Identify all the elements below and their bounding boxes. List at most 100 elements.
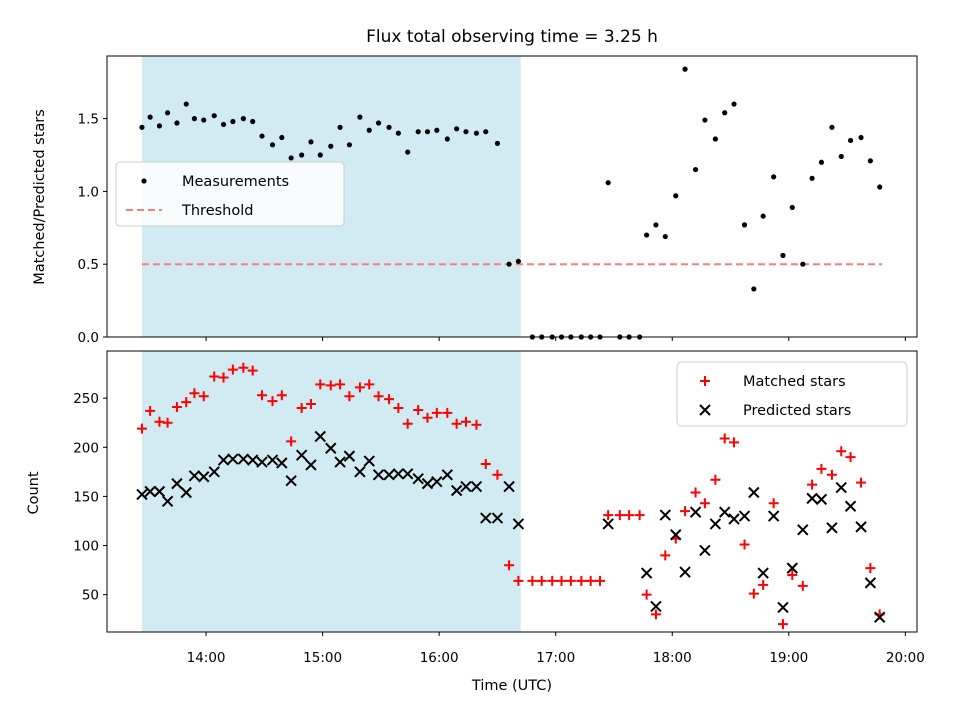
matched-star-marker <box>594 575 605 586</box>
matched-star-marker <box>442 407 453 418</box>
predicted-star-marker <box>217 454 230 466</box>
predicted-star-marker <box>679 566 691 578</box>
top-y-axis-label: Matched/Predicted stars <box>32 109 48 285</box>
matched-star-marker <box>614 510 625 521</box>
predicted-star-marker <box>503 480 515 493</box>
x-tick-label: 15:00 <box>303 650 342 666</box>
matched-star-marker <box>777 619 788 630</box>
matched-star-marker <box>162 417 173 428</box>
matched-star-marker <box>603 510 614 521</box>
matched-star-marker <box>650 609 661 620</box>
measurement-point <box>269 142 276 148</box>
predicted-star-marker <box>188 470 201 482</box>
measurement-point <box>415 129 421 135</box>
predicted-star-marker <box>153 485 166 498</box>
matched-star-marker <box>634 510 645 521</box>
measurement-point <box>673 193 679 199</box>
matched-star-marker <box>325 380 336 391</box>
matched-star-marker <box>690 487 701 498</box>
matched-star-marker <box>836 446 847 457</box>
measurement-point <box>250 118 256 125</box>
predicted-star-marker <box>738 510 751 522</box>
matched-star-marker <box>758 579 769 590</box>
matched-star-marker <box>787 570 798 581</box>
legend-box <box>676 361 908 427</box>
top-panel: 0.0 0.5 1.0 1.5 Measurements Threshold <box>78 55 918 346</box>
x-tick-label: 19:00 <box>769 650 808 666</box>
matched-star-marker <box>218 372 229 383</box>
matched-star-marker <box>504 560 515 571</box>
matched-star-marker <box>826 469 837 480</box>
measurement-point <box>809 175 815 181</box>
matched-star-marker <box>238 362 249 373</box>
measurement-point <box>357 114 363 120</box>
predicted-star-marker <box>659 509 671 521</box>
matched-star-marker <box>585 575 596 586</box>
predicted-star-marker <box>460 480 472 493</box>
matched-star-marker <box>807 479 818 490</box>
legend-box <box>115 161 345 227</box>
predicted-star-marker <box>354 466 366 478</box>
predicted-star-marker <box>383 469 395 481</box>
matched-star-marker <box>354 382 365 393</box>
measurement-point <box>771 174 777 180</box>
chart-title: Flux total observing time = 3.25 h <box>366 27 658 47</box>
predicted-star-marker <box>295 449 308 461</box>
matched-star-marker <box>565 575 576 586</box>
x-tick-label: 14:00 <box>187 650 226 666</box>
predicted-star-marker <box>873 611 886 623</box>
matched-star-marker <box>768 498 779 509</box>
y-tick-label: 200 <box>73 440 99 456</box>
measurement-point <box>515 258 522 264</box>
axes-frame <box>106 350 918 633</box>
matched-star-marker <box>719 433 730 444</box>
predicted-star-marker <box>246 454 259 466</box>
predicted-star-marker <box>325 442 337 454</box>
predicted-star-marker <box>136 488 148 501</box>
matched-star-marker <box>729 437 740 448</box>
measurement-point <box>201 117 207 123</box>
x-tick-label: 20:00 <box>886 650 925 666</box>
matched-star-marker <box>198 391 209 402</box>
legend-label: Measurements <box>182 174 289 190</box>
matched-star-marker <box>797 580 808 591</box>
legend-label: Threshold <box>181 203 253 219</box>
predicted-star-marker <box>757 567 769 579</box>
measurement-point <box>741 222 748 228</box>
matched-star-marker <box>364 379 375 390</box>
x-tick-label: 16:00 <box>420 650 459 666</box>
predicted-star-marker <box>227 453 239 465</box>
measurement-point <box>662 233 668 240</box>
x-axis-label: Time (UTC) <box>471 678 552 694</box>
matched-star-marker <box>556 575 567 586</box>
matched-star-marker <box>344 391 355 402</box>
predicted-star-marker <box>412 473 424 485</box>
measurement-point <box>288 155 294 161</box>
matched-star-marker <box>492 469 503 480</box>
predicted-star-marker <box>198 471 210 483</box>
matched-star-marker <box>739 539 750 550</box>
matched-star-marker <box>680 506 691 517</box>
predicted-star-marker <box>767 510 780 522</box>
predicted-star-marker <box>718 506 731 518</box>
measurement-point <box>780 252 786 259</box>
predicted-star-marker <box>670 529 682 541</box>
predicted-star-marker <box>180 486 192 499</box>
predicted-star-marker <box>237 453 250 465</box>
legend-label: Predicted stars <box>743 403 851 419</box>
matched-star-marker <box>845 452 856 463</box>
matched-star-marker <box>373 391 384 402</box>
measurement-point <box>653 222 659 228</box>
measurement-point <box>317 152 323 158</box>
predicted-star-marker <box>343 450 356 462</box>
matched-star-marker <box>305 399 316 410</box>
matched-star-marker <box>536 575 547 586</box>
matched-star-marker <box>641 589 652 600</box>
y-tick-label: 0.0 <box>78 330 99 346</box>
matched-star-marker <box>547 575 558 586</box>
measurement-point <box>731 101 737 107</box>
measurement-point <box>308 139 314 145</box>
matched-star-marker <box>402 418 413 429</box>
predicted-star-marker <box>171 477 183 490</box>
measurement-point <box>337 124 343 130</box>
